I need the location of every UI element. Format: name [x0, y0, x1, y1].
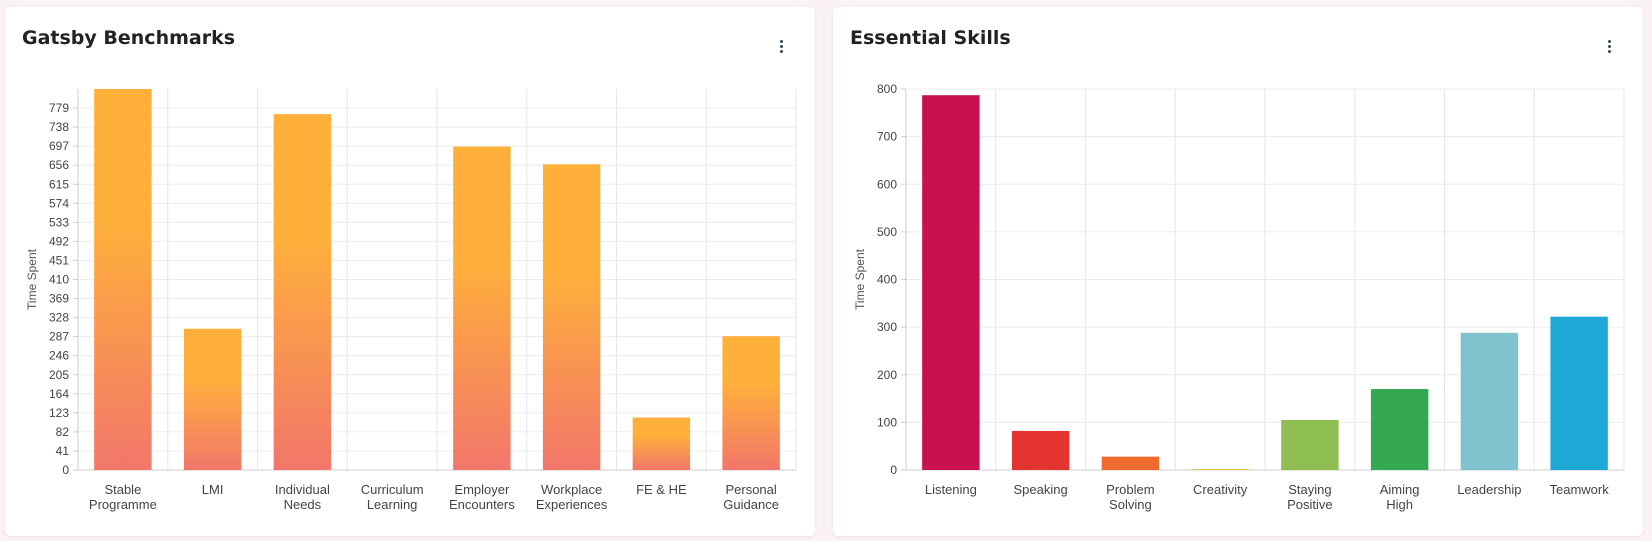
bar-1[interactable] — [1011, 430, 1070, 470]
y-tick-label: 0 — [62, 463, 69, 477]
x-tick-label: Learning — [367, 497, 418, 512]
x-tick-label: Leadership — [1457, 482, 1521, 497]
card-title: Gatsby Benchmarks — [22, 27, 236, 49]
y-tick-label: 779 — [49, 101, 69, 115]
y-axis-label: Time Spent — [853, 248, 867, 310]
kebab-menu-icon — [1607, 39, 1611, 43]
x-tick-label: Experiences — [536, 497, 608, 512]
x-tick-label: High — [1386, 497, 1413, 512]
essential-skills-bar-chart: 0 100 200 300 400 500 600 700 800 Listening Speaki… — [853, 82, 1625, 512]
y-tick-label: 738 — [49, 120, 69, 134]
y-tick-label: 369 — [49, 292, 69, 306]
bar-5[interactable] — [542, 164, 601, 470]
y-tick-label: 205 — [49, 368, 69, 382]
bar-2[interactable] — [1101, 456, 1160, 470]
card-title: Essential Skills — [850, 27, 1011, 49]
x-tick-label: Staying — [1288, 482, 1331, 497]
y-tick-label: 246 — [49, 349, 69, 363]
x-tick-label: Listening — [925, 482, 977, 497]
x-tick-label: Solving — [1109, 497, 1152, 512]
y-tick-label: 41 — [56, 444, 70, 458]
y-tick-label: 328 — [49, 311, 69, 325]
more-options-button[interactable] — [771, 35, 791, 57]
gatsby-bar-chart: 0 41 82 123 164 205 246 287 328 369 410 451 492 533 57… — [25, 89, 797, 512]
x-tick-label: LMI — [202, 482, 224, 497]
y-tick-label: 300 — [877, 320, 897, 334]
x-tick-label: Individual — [275, 482, 330, 497]
bar-1[interactable] — [183, 328, 242, 470]
x-tick-label: Employer — [454, 482, 510, 497]
y-tick-label: 410 — [49, 273, 69, 287]
bar-2[interactable] — [273, 114, 332, 470]
y-tick-label: 400 — [877, 273, 897, 287]
bar-7[interactable] — [722, 336, 780, 470]
x-tick-label: FE & HE — [636, 482, 687, 497]
y-tick-label: 123 — [49, 406, 69, 420]
more-options-button[interactable] — [1599, 35, 1619, 57]
y-tick-label: 700 — [877, 130, 897, 144]
x-tick-label: Positive — [1287, 497, 1333, 512]
bar-0[interactable] — [922, 95, 980, 470]
bar-3[interactable] — [1191, 469, 1249, 470]
x-tick-label: Encounters — [449, 497, 515, 512]
y-tick-label: 492 — [49, 234, 69, 248]
y-tick-label: 656 — [49, 158, 69, 172]
y-tick-label: 800 — [877, 82, 897, 96]
kebab-menu-icon-dot — [779, 44, 783, 48]
y-tick-label: 615 — [49, 177, 69, 191]
bar-6[interactable] — [632, 417, 691, 470]
y-tick-label: 287 — [49, 330, 69, 344]
kebab-menu-icon-dot — [1607, 49, 1611, 53]
y-tick-label: 533 — [49, 215, 69, 229]
kebab-menu-icon-dot — [779, 49, 783, 53]
y-tick-label: 82 — [56, 425, 70, 439]
y-tick-label: 600 — [877, 177, 897, 191]
essential-skills-card: Essential Skills 0 100 200 300 400 500 600 700 8… — [833, 7, 1643, 536]
y-tick-label: 0 — [890, 463, 897, 477]
x-tick-label: Personal — [725, 482, 776, 497]
y-tick-label: 100 — [877, 415, 897, 429]
kebab-menu-icon — [779, 39, 783, 43]
bar-4[interactable] — [453, 146, 511, 471]
x-tick-label: Needs — [284, 497, 322, 512]
y-tick-label: 697 — [49, 139, 69, 153]
y-tick-label: 451 — [49, 253, 69, 267]
y-tick-label: 500 — [877, 225, 897, 239]
bar-7[interactable] — [1550, 316, 1608, 470]
bar-4[interactable] — [1281, 419, 1339, 470]
bar-6[interactable] — [1460, 332, 1519, 470]
y-tick-label: 574 — [49, 196, 69, 210]
x-tick-label: Creativity — [1193, 482, 1248, 497]
y-axis-label: Time Spent — [25, 248, 39, 310]
bar-0[interactable] — [94, 89, 152, 470]
x-tick-label: Curriculum — [361, 482, 424, 497]
y-tick-label: 200 — [877, 368, 897, 382]
x-tick-label: Problem — [1106, 482, 1154, 497]
x-tick-label: Guidance — [723, 497, 779, 512]
x-tick-label: Stable — [104, 482, 141, 497]
x-tick-label: Workplace — [541, 482, 602, 497]
x-tick-label: Teamwork — [1550, 482, 1610, 497]
x-tick-label: Speaking — [1014, 482, 1068, 497]
x-tick-label: Programme — [89, 497, 157, 512]
gatsby-benchmarks-card: Gatsby Benchmarks 0 41 82 123 164 205 246 287 32… — [5, 7, 815, 536]
y-tick-label: 164 — [49, 387, 69, 401]
bar-5[interactable] — [1370, 389, 1429, 470]
kebab-menu-icon-dot — [1607, 44, 1611, 48]
x-tick-label: Aiming — [1380, 482, 1420, 497]
